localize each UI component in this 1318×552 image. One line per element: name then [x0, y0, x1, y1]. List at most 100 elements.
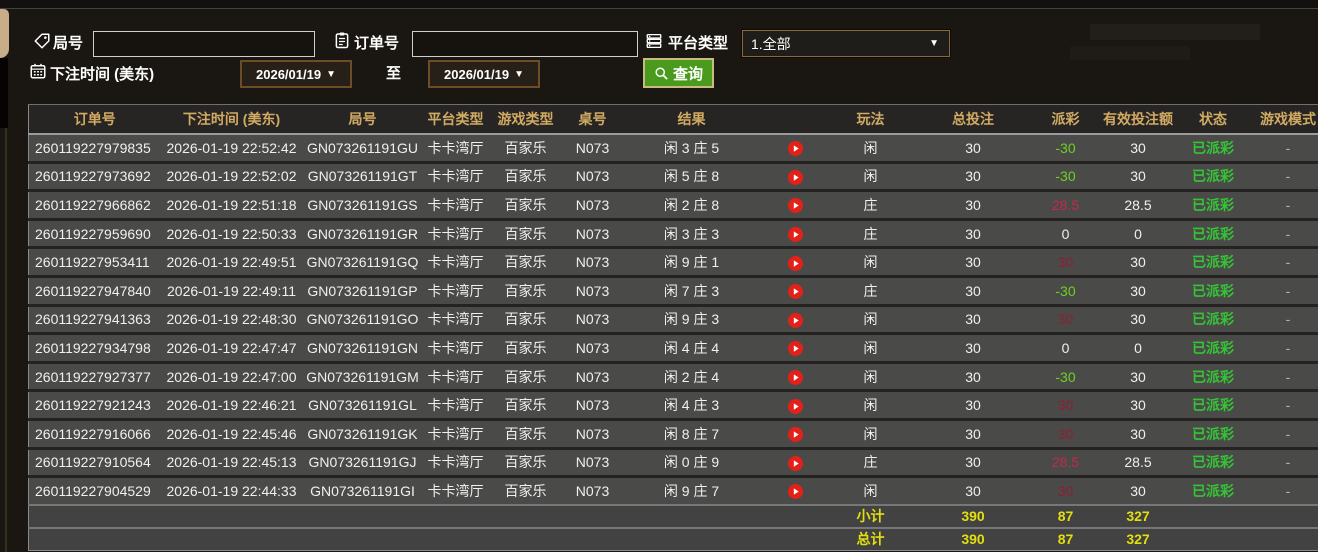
- cell-time: [160, 526, 303, 551]
- table-row: 260119227921243 2026-01-19 22:46:21 GN0732…: [28, 389, 1318, 420]
- header-round: 局号: [302, 104, 423, 135]
- cell-status: 已派彩: [1180, 134, 1246, 163]
- play-video-icon[interactable]: [788, 455, 803, 471]
- cell-total_bet: 30: [910, 274, 1036, 306]
- cell-platform: 卡卡湾厅: [422, 417, 489, 449]
- cell-total_bet: 30: [910, 189, 1036, 220]
- cell-time: 2026-01-19 22:50:33: [160, 217, 303, 248]
- cell-table_no: N073: [562, 303, 623, 334]
- platform-type-value: 1.全部: [751, 35, 791, 52]
- date-to-value: 2026/01/19: [444, 66, 510, 82]
- play-video-icon[interactable]: [788, 341, 803, 357]
- cell-valid_bet: 30: [1095, 246, 1181, 277]
- top-window-strip: [0, 0, 1318, 9]
- play-video-icon[interactable]: [788, 198, 803, 214]
- cell-result: 闲 9 庄 1: [622, 246, 761, 277]
- cell-platform: 卡卡湾厅: [422, 360, 489, 391]
- cell-video: [760, 189, 831, 220]
- cell-game_type: 百家乐: [488, 160, 563, 191]
- cell-total_bet: 30: [910, 303, 1036, 334]
- date-to-select[interactable]: 2026/01/19 ▼: [428, 60, 540, 88]
- cell-result: [622, 526, 761, 551]
- cell-play: 庄: [830, 446, 911, 477]
- cell-total_bet: 390: [910, 526, 1036, 551]
- cell-game_type: 百家乐: [488, 246, 563, 277]
- table-row: 260119227953411 2026-01-19 22:49:51 GN0732…: [28, 246, 1318, 277]
- chevron-down-icon: ▼: [929, 38, 939, 49]
- cell-valid_bet: 30: [1095, 475, 1181, 505]
- cell-video: [760, 303, 831, 334]
- play-video-icon[interactable]: [788, 369, 803, 385]
- search-button[interactable]: 查询: [643, 58, 714, 88]
- cell-play: 闲: [830, 160, 911, 191]
- header-time: 下注时间 (美东): [160, 104, 303, 135]
- cell-game_mode: -: [1245, 303, 1318, 334]
- cell-status: 已派彩: [1180, 217, 1246, 248]
- cell-result: 闲 2 庄 8: [622, 189, 761, 220]
- cell-play: 闲: [830, 246, 911, 277]
- play-video-icon[interactable]: [788, 141, 803, 157]
- play-video-icon[interactable]: [788, 484, 803, 500]
- cell-result: 闲 8 庄 7: [622, 417, 761, 449]
- play-video-icon[interactable]: [788, 427, 803, 443]
- header-game_type: 游戏类型: [488, 104, 563, 135]
- cell-video: [760, 134, 831, 163]
- round-number-input[interactable]: [93, 31, 315, 57]
- cell-status: 已派彩: [1180, 389, 1246, 420]
- cell-time: 2026-01-19 22:51:18: [160, 189, 303, 220]
- cell-valid_bet: 30: [1095, 303, 1181, 334]
- cell-order: [28, 526, 161, 551]
- play-video-icon[interactable]: [788, 226, 803, 242]
- cell-video: [760, 503, 831, 528]
- play-video-icon[interactable]: [788, 398, 803, 414]
- cell-time: 2026-01-19 22:49:51: [160, 246, 303, 277]
- cell-table_no: N073: [562, 134, 623, 163]
- play-video-icon[interactable]: [788, 312, 803, 328]
- cell-result: 闲 3 庄 3: [622, 217, 761, 248]
- bet-records-table: 订单号 下注时间 (美东) 局号 平台类型 游戏类型 桌号 结果 玩法 总投注 派彩 有效投注额 状态…: [28, 104, 1318, 551]
- play-video-icon[interactable]: [788, 169, 803, 185]
- cell-result: 闲 7 庄 3: [622, 274, 761, 306]
- cell-play: 闲: [830, 332, 911, 363]
- cell-game_mode: -: [1245, 134, 1318, 163]
- cell-platform: 卡卡湾厅: [422, 274, 489, 306]
- cell-valid_bet: 327: [1095, 526, 1181, 551]
- cell-play: 闲: [830, 475, 911, 505]
- cell-table_no: N073: [562, 475, 623, 505]
- cell-result: 闲 9 庄 7: [622, 475, 761, 505]
- cell-payout: 87: [1035, 526, 1096, 551]
- cell-game_mode: [1245, 503, 1318, 528]
- table-row: 260119227916066 2026-01-19 22:45:46 GN0732…: [28, 417, 1318, 449]
- cell-round: GN073261191GR: [302, 217, 423, 248]
- platform-type-select[interactable]: 1.全部 ▼: [741, 29, 951, 58]
- round-number-label: 局号: [53, 35, 84, 52]
- cell-total_bet: 390: [910, 503, 1036, 528]
- cell-video: [760, 417, 831, 449]
- cell-game_type: 百家乐: [488, 134, 563, 163]
- cell-table_no: [562, 526, 623, 551]
- cell-valid_bet: 30: [1095, 360, 1181, 391]
- cell-game_mode: [1245, 526, 1318, 551]
- cell-valid_bet: 327: [1095, 503, 1181, 528]
- cell-game_type: 百家乐: [488, 332, 563, 363]
- cell-total_bet: 30: [910, 160, 1036, 191]
- cell-video: [760, 389, 831, 420]
- play-video-icon[interactable]: [788, 284, 803, 300]
- date-from-select[interactable]: 2026/01/19 ▼: [240, 60, 352, 88]
- tag-icon: [33, 32, 51, 50]
- cell-video: [760, 332, 831, 363]
- background-window-fragment: [0, 58, 8, 128]
- cell-order: 260119227910564: [28, 446, 161, 477]
- order-number-input[interactable]: [412, 31, 638, 57]
- cell-round: GN073261191GS: [302, 189, 423, 220]
- cell-play: 闲: [830, 134, 911, 163]
- cell-game_type: 百家乐: [488, 274, 563, 306]
- cell-table_no: N073: [562, 360, 623, 391]
- table-row: 260119227910564 2026-01-19 22:45:13 GN0732…: [28, 446, 1318, 477]
- cell-game_mode: -: [1245, 160, 1318, 191]
- cell-game_mode: -: [1245, 389, 1318, 420]
- cell-game_type: 百家乐: [488, 417, 563, 449]
- play-video-icon[interactable]: [788, 255, 803, 271]
- cell-game_type: 百家乐: [488, 475, 563, 505]
- bet-time-label: 下注时间 (美东): [50, 66, 155, 83]
